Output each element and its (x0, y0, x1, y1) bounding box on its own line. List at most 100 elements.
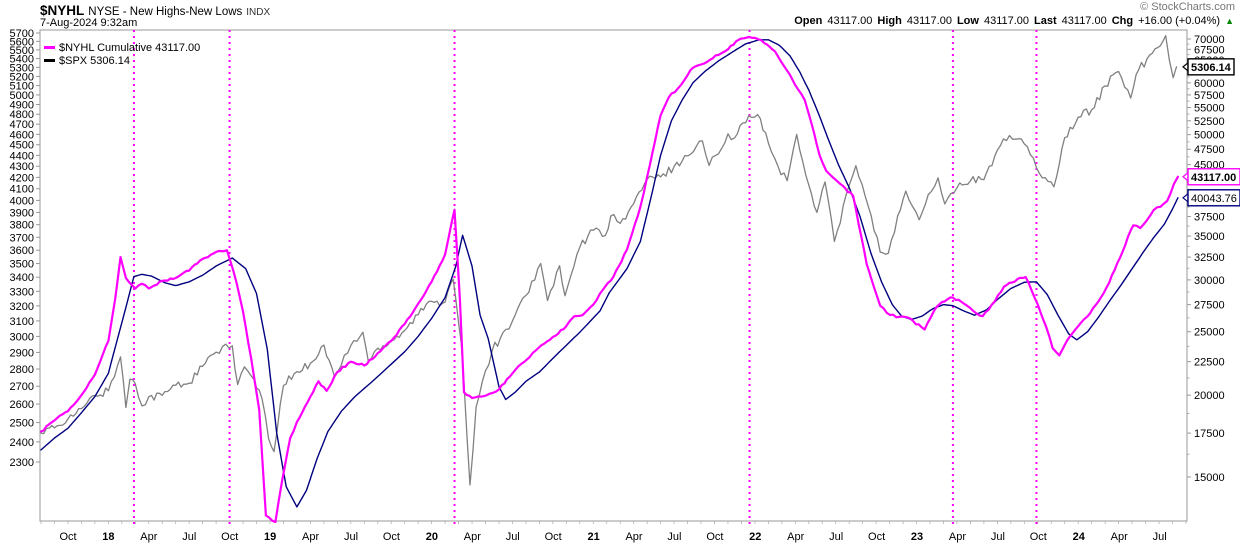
left-axis-tick-label: 2800 (10, 364, 34, 376)
legend-label: $SPX 5306.14 (59, 54, 130, 67)
legend-item-0: $NYHL Cumulative 43117.00 (44, 41, 200, 54)
left-axis-tick-label: 3000 (10, 331, 34, 343)
left-axis-tick-label: 4400 (10, 150, 34, 162)
chart-header: $NYHL NYSE - New Highs-New Lows INDX (40, 2, 270, 20)
x-axis-label: Jul (1153, 531, 1167, 543)
left-axis-tick-label: 4100 (10, 184, 34, 196)
legend-dash-icon (44, 46, 55, 49)
left-axis-tick-label: 5100 (10, 81, 34, 93)
x-axis-label: Jul (182, 531, 196, 543)
symbol-description: NYSE - New Highs-New Lows (88, 6, 243, 18)
chart-datetime: 7-Aug-2024 9:32am (40, 17, 138, 29)
chg-value: +16.00 (+0.04%) (1138, 15, 1221, 27)
right-axis-tick-label: 50000 (1194, 130, 1225, 142)
x-axis-label: Jul (506, 531, 520, 543)
x-axis-label: 24 (1073, 531, 1086, 543)
left-axis-tick-label: 2300 (10, 457, 34, 469)
x-axis-label: 20 (426, 531, 438, 543)
value-box-label: 5306.14 (1191, 62, 1232, 74)
right-axis-tick-label: 27500 (1194, 300, 1225, 312)
x-axis-label: Apr (625, 531, 642, 543)
x-axis-label: Apr (787, 531, 804, 543)
left-axis-tick-label: 3500 (10, 259, 34, 271)
x-axis-label: Oct (383, 531, 400, 543)
quote-row: Open 43117.00 High 43117.00 Low 43117.00… (794, 15, 1234, 27)
x-axis-label: 22 (749, 531, 761, 543)
x-axis-label: Apr (464, 531, 481, 543)
right-axis-tick-label: 22500 (1194, 357, 1225, 369)
right-axis-tick-label: 37500 (1194, 211, 1225, 223)
open-label: Open (794, 15, 823, 27)
copyright-label: © StockCharts.com (1140, 1, 1235, 13)
legend-dash-icon (44, 59, 55, 62)
left-axis-tick-label: 2700 (10, 381, 34, 393)
right-axis-tick-label: 25000 (1194, 327, 1225, 339)
x-axis-label: Jul (667, 531, 681, 543)
left-axis-tick-label: 3900 (10, 207, 34, 219)
right-axis-tick-label: 47500 (1194, 144, 1225, 156)
value-box-pointer (1182, 192, 1189, 204)
high-value: 43117.00 (906, 15, 952, 27)
left-axis-tick-label: 2400 (10, 437, 34, 449)
x-axis-label: Apr (302, 531, 319, 543)
chart-legend: $NYHL Cumulative 43117.00 $SPX 5306.14 (44, 41, 200, 67)
left-axis-tick-label: 5000 (10, 90, 34, 102)
value-box-pointer (1182, 61, 1189, 73)
x-axis-label: Apr (140, 531, 157, 543)
left-axis-tick-label: 3700 (10, 232, 34, 244)
left-axis-tick-label: 3300 (10, 286, 34, 298)
x-axis-label: Apr (1111, 531, 1128, 543)
left-axis-tick-label: 5300 (10, 62, 34, 74)
right-axis-tick-label: 60000 (1194, 78, 1225, 90)
right-axis-tick-label: 67500 (1194, 44, 1225, 56)
value-box (1187, 168, 1240, 186)
left-axis-tick-label: 4300 (10, 161, 34, 173)
left-axis-tick-label: 3400 (10, 272, 34, 284)
value-box-pointer (1182, 171, 1189, 183)
right-axis-tick-label: 57500 (1194, 90, 1225, 102)
x-axis-label: Jul (829, 531, 843, 543)
left-axis-tick-label: 4700 (10, 119, 34, 131)
x-axis-label: Oct (706, 531, 723, 543)
low-label: Low (956, 15, 979, 27)
right-axis-tick-label: 70000 (1194, 34, 1225, 46)
left-axis-tick-label: 4900 (10, 99, 34, 111)
left-axis-tick-label: 3600 (10, 245, 34, 257)
right-axis-tick-label: 17500 (1194, 428, 1225, 440)
x-axis-label: 18 (102, 531, 114, 543)
left-axis-tick-label: 2500 (10, 418, 34, 430)
x-axis-label: Oct (59, 531, 76, 543)
right-axis-tick-label: 55000 (1194, 103, 1225, 115)
last-value: 43117.00 (1061, 15, 1107, 27)
x-axis-label: Jul (344, 531, 358, 543)
x-axis-label: Oct (1030, 531, 1047, 543)
left-axis-tick-label: 2900 (10, 347, 34, 359)
right-axis-tick-label: 32500 (1194, 252, 1225, 264)
x-axis-label: Oct (868, 531, 885, 543)
right-axis-tick-label: 52500 (1194, 116, 1225, 128)
left-axis-tick-label: 5700 (10, 28, 34, 40)
value-box (1187, 189, 1240, 207)
left-axis-tick-label: 4000 (10, 195, 34, 207)
left-axis-tick-label: 2600 (10, 399, 34, 411)
left-axis-tick-label: 5600 (10, 36, 34, 48)
value-box-label: 43117.00 (1191, 172, 1236, 184)
x-axis-label: 19 (264, 531, 276, 543)
left-axis-tick-label: 3800 (10, 220, 34, 232)
left-axis-tick-label: 3200 (10, 301, 34, 313)
x-axis-label: Apr (949, 531, 966, 543)
plot-border (39, 29, 1188, 522)
open-value: 43117.00 (827, 15, 873, 27)
left-axis-tick-label: 5400 (10, 54, 34, 66)
nyhl-cumulative-line (40, 35, 1179, 523)
left-axis-tick-label: 3100 (10, 316, 34, 328)
right-axis-tick-label: 20000 (1194, 390, 1225, 402)
value-box-label: 40043.76 (1191, 193, 1237, 205)
left-axis-tick-label: 4200 (10, 172, 34, 184)
right-axis-tick-label: 30000 (1194, 275, 1225, 287)
x-axis-label: Oct (545, 531, 562, 543)
exchange-label: INDX (246, 7, 271, 18)
chg-label: Chg (1111, 15, 1134, 27)
nyhl-cumulative-smoothed-line (40, 39, 1179, 508)
